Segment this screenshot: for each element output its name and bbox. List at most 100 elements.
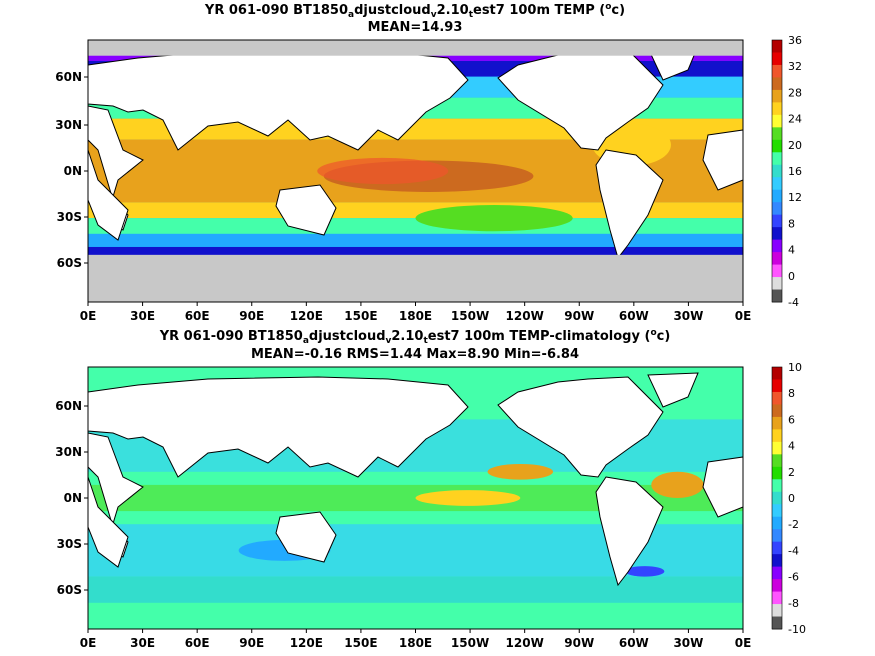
y-tick-label: 60S [57,583,82,597]
colorbar-tick-label: 8 [788,387,795,400]
colorbar-swatch [772,202,782,216]
x-tick-label: 90E [239,309,264,323]
land-mass [702,129,744,191]
colorbar-swatch [772,541,782,555]
contour-region [487,463,554,480]
colorbar-swatch [772,429,782,443]
colorbar-swatch [772,491,782,505]
colorbar-frame [771,39,783,303]
colorbar-tick-label: 16 [788,165,802,178]
colorbar-swatch [772,391,782,405]
x-tick-label: 0E [80,636,97,650]
x-tick-label: 90E [239,636,264,650]
colorbar-swatch [772,529,782,543]
land-mass [595,149,664,260]
colorbar-tick-label: 36 [788,34,802,47]
land-mass [275,511,337,563]
colorbar-swatch [772,52,782,66]
y-tick-label: 30S [57,537,82,551]
y-tick-label: 30S [57,210,82,224]
colorbar-swatch [772,277,782,291]
colorbar-tick-label: 2 [788,466,795,479]
x-tick-label: 150E [344,636,377,650]
colorbar-swatch [772,214,782,228]
x-tick-label: 90W [564,636,594,650]
land-mass [497,376,664,478]
colorbar-swatch [772,591,782,605]
colorbar-swatch [772,127,782,141]
x-tick-label: 0E [735,309,752,323]
x-tick-label: 0E [80,309,97,323]
x-tick-label: 30W [673,309,703,323]
x-tick-label: 60E [185,309,210,323]
land-mass [595,476,664,587]
colorbar-frame [771,366,783,630]
arctic-ice [88,40,743,56]
colorbar-tick-label: -6 [788,571,799,584]
x-tick-label: 30W [673,636,703,650]
colorbar-tick-label: 0 [788,492,795,505]
y-tick-label: 0N [64,164,82,178]
colorbar-swatch [772,239,782,253]
contour-region [651,471,704,498]
colorbar-tick-label: -10 [788,623,806,636]
colorbar-swatch [772,289,782,303]
x-tick-label: 180E [399,309,432,323]
x-tick-label: 150E [344,309,377,323]
colorbar-swatch [772,227,782,241]
colorbar-swatch [772,579,782,593]
colorbar-swatch [772,379,782,393]
land-mass [702,456,744,518]
colorbar-swatch [772,466,782,480]
colorbar-tick-label: 8 [788,217,795,230]
colorbar-tick-label: 20 [788,139,802,152]
colorbar-tick-label: -2 [788,518,799,531]
y-tick-label: 30N [55,118,82,132]
colorbar-tick-label: 24 [788,113,802,126]
x-tick-label: 60E [185,636,210,650]
land-mass [87,376,469,478]
colorbar-tick-label: 28 [788,86,802,99]
x-tick-label: 0E [735,636,752,650]
colorbar-swatch [772,554,782,568]
colorbar-swatch [772,566,782,580]
y-tick-label: 60N [55,399,82,413]
contour-band [88,246,743,258]
x-tick-label: 90W [564,309,594,323]
colorbar-swatch [772,367,782,380]
colorbar-tick-label: -8 [788,597,799,610]
colorbar-tick-label: 4 [788,244,795,257]
contour-band [88,233,743,247]
y-tick-label: 60S [57,256,82,270]
colorbar-tick-label: 6 [788,413,795,426]
colorbar-swatch [772,89,782,103]
colorbar-swatch [772,114,782,128]
colorbar-swatch [772,416,782,430]
colorbar-swatch [772,189,782,203]
colorbar-swatch [772,404,782,418]
x-tick-label: 60W [619,309,649,323]
colorbar-tick-label: 0 [788,270,795,283]
colorbar-tick-label: -4 [788,544,799,557]
x-tick-label: 60W [619,636,649,650]
colorbar-swatch [772,77,782,91]
colorbar-swatch [772,139,782,153]
x-tick-label: 180E [399,636,432,650]
top-chart-subtitle: MEAN=14.93 [367,20,463,35]
contour-region [317,157,449,185]
colorbar-swatch [772,504,782,518]
colorbar-swatch [772,604,782,618]
x-tick-label: 120W [506,309,544,323]
contour-band [88,218,743,234]
contour-band [88,576,743,603]
colorbar-tick-label: 32 [788,60,802,73]
contour-band [88,202,743,219]
x-tick-label: 120E [290,636,323,650]
y-tick-label: 0N [64,491,82,505]
y-tick-label: 30N [55,445,82,459]
antarctic-ice [88,254,743,302]
x-tick-label: 150W [451,636,489,650]
colorbar-swatch [772,177,782,191]
colorbar-swatch [772,441,782,455]
